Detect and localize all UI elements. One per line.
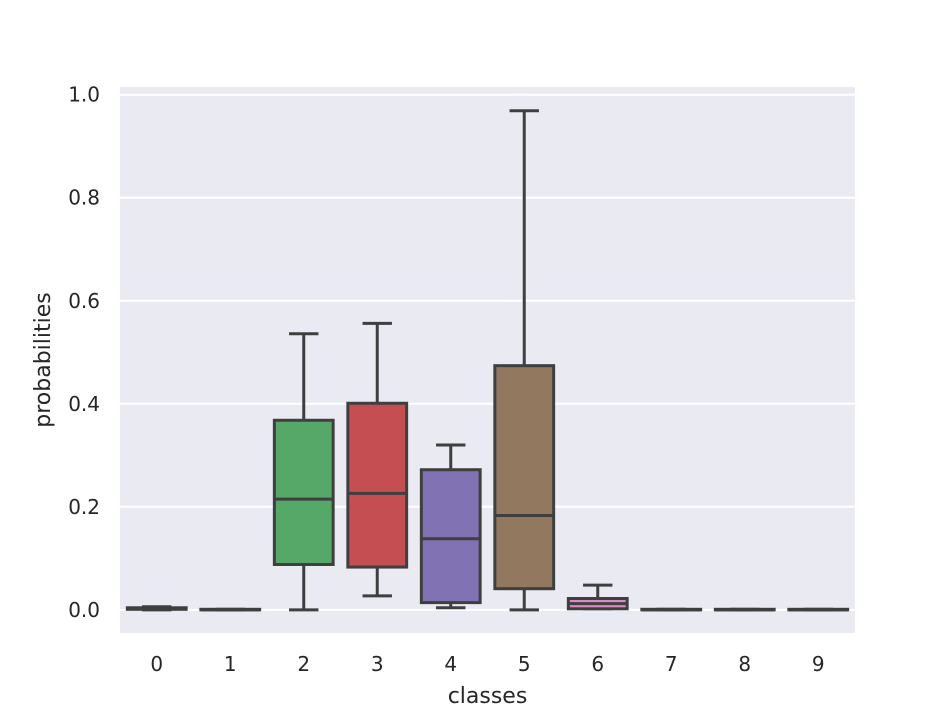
- box-7: [640, 607, 703, 612]
- y-tick-label: 0.2: [68, 495, 100, 519]
- box-body: [346, 401, 409, 569]
- box-3: [346, 321, 409, 598]
- box-9: [787, 607, 850, 612]
- y-tick-label: 0.8: [68, 186, 100, 210]
- box-2: [272, 332, 335, 612]
- x-tick-label: 3: [371, 652, 384, 676]
- box-5: [493, 109, 556, 612]
- x-tick-label: 9: [812, 652, 825, 676]
- x-tick-label: 7: [665, 652, 678, 676]
- x-tick-label: 1: [224, 652, 237, 676]
- x-tick-label: 8: [738, 652, 751, 676]
- y-tick-label: 0.0: [68, 598, 100, 622]
- y-tick-labels: 0.0 0.2 0.4 0.6 0.8 1.0: [68, 83, 100, 622]
- x-tick-labels: 0 1 2 3 4 5 6 7 8 9: [150, 652, 824, 676]
- y-tick-label: 0.4: [68, 392, 100, 416]
- plot-background: [120, 87, 855, 633]
- y-axis-label: probabilities: [31, 292, 56, 427]
- y-tick-label: 0.6: [68, 289, 100, 313]
- x-tick-label: 2: [297, 652, 310, 676]
- box-body: [272, 418, 335, 566]
- x-tick-label: 0: [150, 652, 163, 676]
- x-tick-label: 4: [444, 652, 457, 676]
- box-6: [566, 583, 629, 611]
- y-tick-label: 1.0: [68, 83, 100, 107]
- box-4: [419, 443, 482, 610]
- x-tick-label: 6: [591, 652, 604, 676]
- box-1: [199, 607, 262, 612]
- x-tick-label: 5: [518, 652, 531, 676]
- box-series: [125, 109, 850, 612]
- x-axis-label: classes: [448, 684, 528, 709]
- box-body: [493, 364, 556, 591]
- box-0: [125, 605, 188, 612]
- box-8: [713, 607, 776, 612]
- box-body: [419, 468, 482, 605]
